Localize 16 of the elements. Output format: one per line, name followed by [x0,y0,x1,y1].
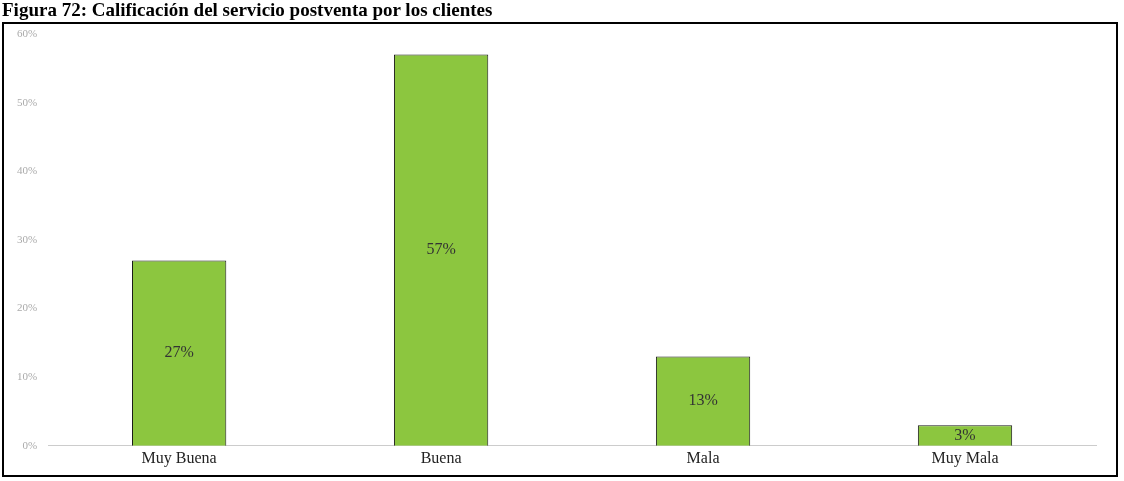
y-tick-label: 40% [16,164,38,177]
x-tick-label: Muy Buena [141,448,217,467]
x-tick-label: Muy Mala [931,448,999,467]
y-tick-label: 0% [22,438,38,451]
data-label: 57% [426,240,456,258]
data-label: 13% [688,391,718,409]
data-label: 3% [954,425,976,443]
x-tick-label: Buena [420,448,462,466]
y-tick-label: 20% [16,301,38,314]
y-tick-label: 50% [16,95,38,108]
y-tick-label: 60% [16,26,38,39]
x-tick-label: Mala [686,448,720,466]
y-tick-label: 10% [16,370,38,383]
data-label: 27% [164,343,194,361]
y-tick-label: 30% [16,232,38,245]
chart-title: Figura 72: Calificación del servicio postventa por los clientes [1,0,494,20]
